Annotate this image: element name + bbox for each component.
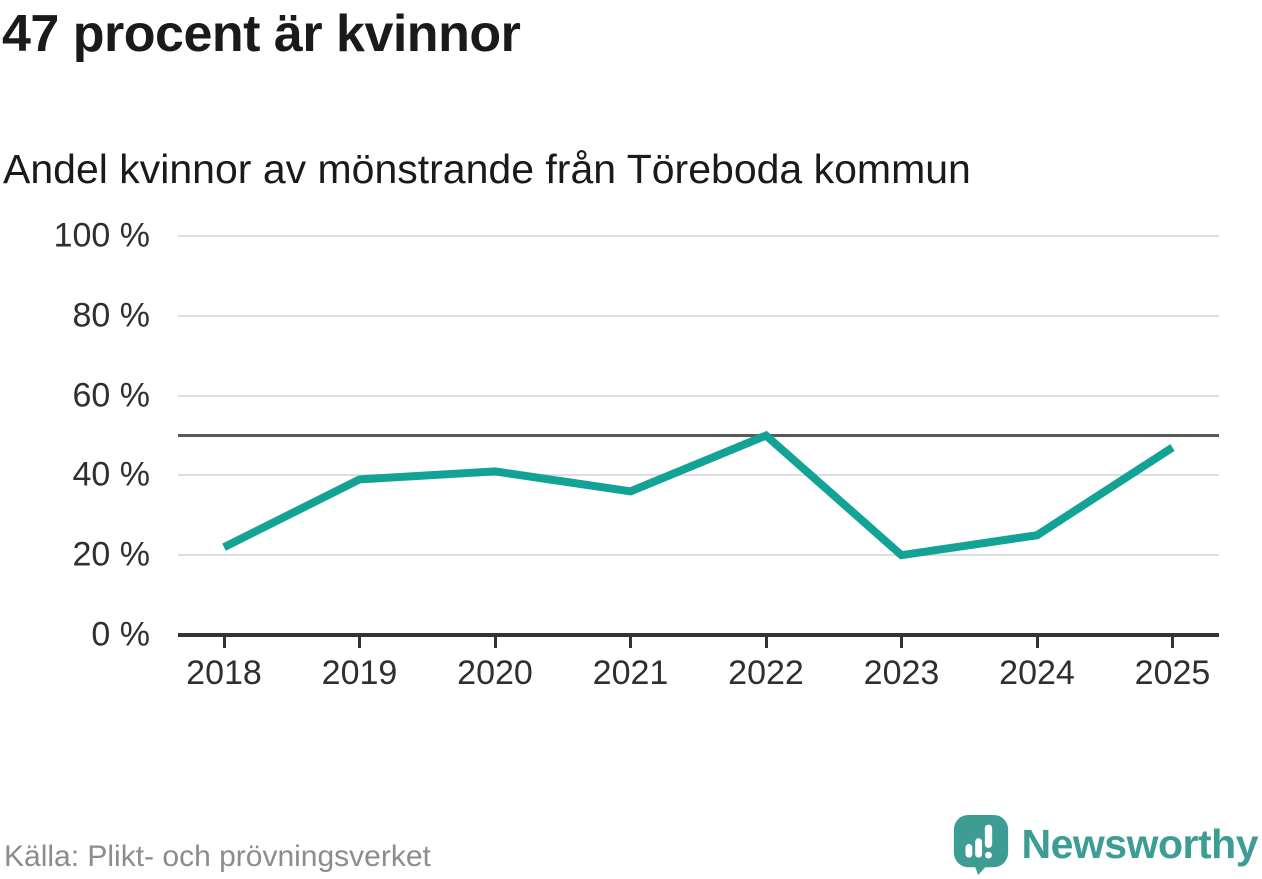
x-axis-label: 2022 xyxy=(728,654,804,692)
y-axis-label: 20 % xyxy=(72,535,151,574)
y-axis-label: 80 % xyxy=(72,296,151,335)
x-axis-line xyxy=(178,633,1219,637)
newsworthy-wordmark: Newsworthy xyxy=(1021,820,1259,867)
gridline xyxy=(178,314,1219,317)
x-axis-label: 2018 xyxy=(186,654,262,692)
x-axis-label: 2025 xyxy=(1134,654,1211,692)
x-axis-label: 2023 xyxy=(863,654,940,692)
gridline xyxy=(178,474,1219,477)
x-axis-tick xyxy=(764,637,768,648)
x-axis-tick xyxy=(1171,637,1174,648)
x-axis-tick xyxy=(358,637,361,648)
gridline xyxy=(178,394,1219,397)
reference-line xyxy=(178,434,1219,437)
chart-subtitle: Andel kvinnor av mönstrande från Törebod… xyxy=(3,146,971,192)
x-axis-label: 2024 xyxy=(999,654,1075,692)
newsworthy-logo: Newsworthy xyxy=(950,812,1259,876)
y-axis-label: 40 % xyxy=(72,455,151,494)
x-axis-tick xyxy=(222,637,226,648)
y-axis-label: 60 % xyxy=(72,376,151,415)
x-axis-label: 2019 xyxy=(321,654,398,692)
y-axis-label: 0 % xyxy=(91,615,150,654)
y-axis-label: 100 % xyxy=(53,216,150,255)
newsworthy-bubble-bar-chart-icon xyxy=(953,814,1008,875)
gridline xyxy=(178,235,1219,237)
x-axis-label: 2021 xyxy=(592,654,669,692)
chart-title: 47 procent är kvinnor xyxy=(2,5,521,63)
gridline xyxy=(178,554,1219,557)
x-axis-tick xyxy=(629,637,632,648)
data-line xyxy=(222,430,1175,560)
x-axis-tick xyxy=(1035,637,1039,648)
source-caption: Källa: Plikt- och prövningsverket xyxy=(4,840,431,873)
x-axis-tick xyxy=(900,637,903,648)
x-axis-tick xyxy=(493,637,497,648)
x-axis-label: 2020 xyxy=(457,654,533,692)
